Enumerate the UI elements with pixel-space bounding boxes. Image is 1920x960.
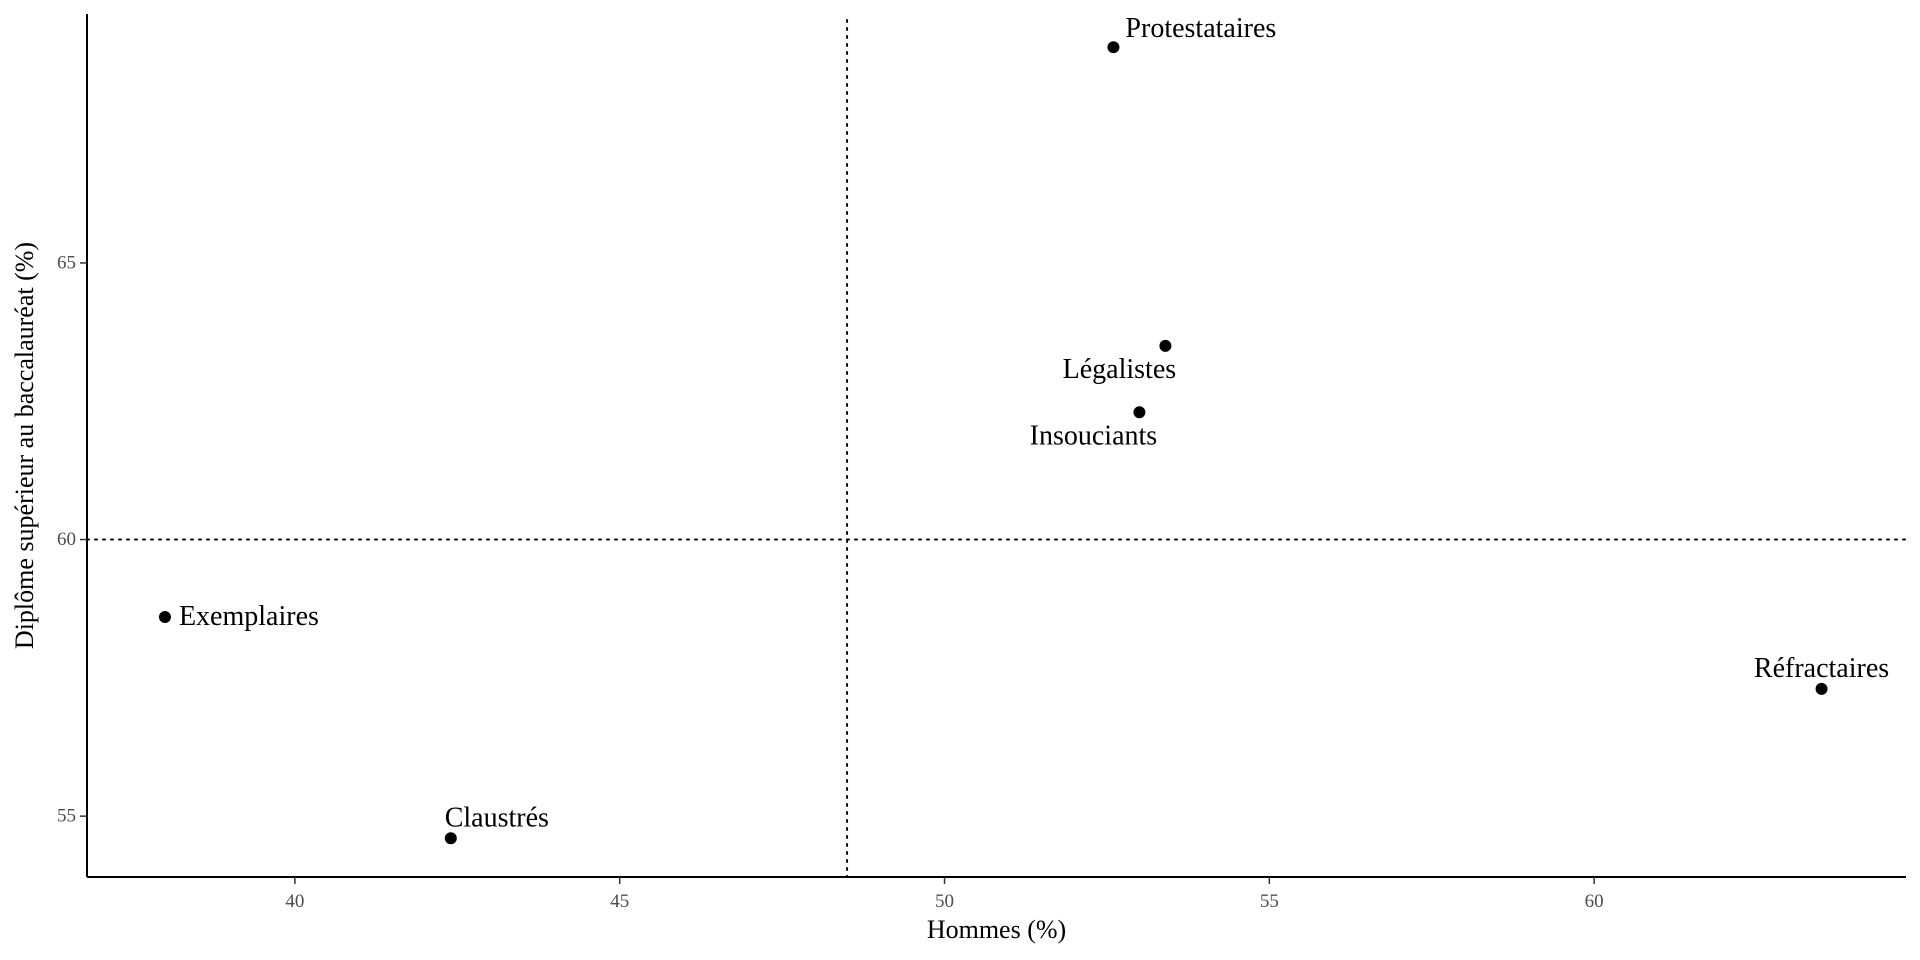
y-tick-label: 65	[57, 252, 76, 273]
data-point	[1133, 406, 1146, 419]
data-point-label: Légalistes	[1063, 354, 1177, 385]
x-tick-label: 50	[935, 891, 954, 912]
y-tick-label: 55	[57, 806, 76, 827]
y-axis-title: Diplôme supérieur au baccalauréat (%)	[10, 242, 39, 649]
data-point	[1159, 339, 1172, 352]
x-tick-label: 55	[1260, 891, 1279, 912]
data-point-label: Insouciants	[1030, 420, 1158, 451]
data-point	[444, 832, 457, 845]
data-points: Protestataires Légalistes Insouciants Exemp…	[158, 13, 1889, 845]
data-point-label: Réfractaires	[1754, 653, 1889, 684]
data-point-label: Exemplaires	[179, 601, 319, 632]
y-tick-label: 60	[57, 529, 76, 550]
reference-lines	[86, 19, 1907, 878]
x-axis-ticks: 40 45 50 55 60	[285, 877, 1604, 912]
data-point	[158, 610, 171, 623]
axes	[86, 14, 1906, 878]
data-point	[1815, 682, 1828, 695]
x-axis-title: Hommes (%)	[927, 915, 1066, 944]
data-point-label: Claustrés	[445, 802, 549, 833]
x-tick-label: 60	[1585, 891, 1604, 912]
data-point	[1107, 41, 1120, 54]
data-point-label: Protestataires	[1125, 13, 1276, 44]
y-axis-ticks: 55 60 65	[57, 252, 87, 827]
x-tick-label: 40	[285, 891, 304, 912]
x-tick-label: 45	[610, 891, 629, 912]
